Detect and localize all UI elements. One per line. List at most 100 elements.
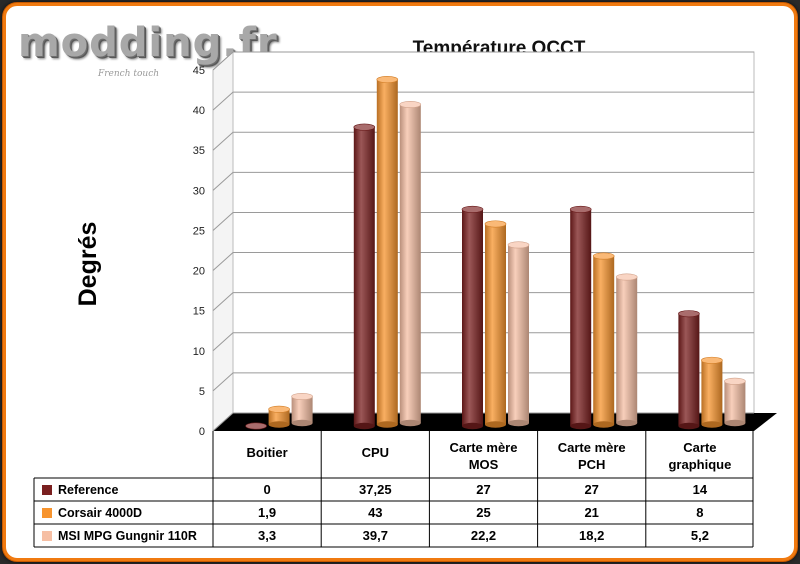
bar-top [484, 220, 507, 228]
bar-bottom [462, 422, 483, 430]
bars [245, 76, 746, 430]
bar-body [616, 276, 638, 423]
legend-entry: Reference [58, 483, 118, 497]
data-label: 27 [476, 482, 490, 497]
y-tick-label: 45 [193, 65, 205, 77]
data-label: 8 [696, 505, 703, 520]
legend-swatch [42, 508, 52, 518]
bar [245, 422, 267, 430]
data-label: 27 [584, 482, 598, 497]
bar [678, 310, 700, 430]
category-label: Carte mère PCH [558, 440, 626, 472]
chart-frame: modding.fr French touch Température OCCT… [3, 3, 797, 561]
data-table: Boitier CPU Carte mère MOS Carte mère PCH Cart… [33, 419, 754, 548]
y-tick-label: 20 [193, 266, 205, 278]
logo-tagline: French touch [98, 69, 160, 79]
bar [399, 101, 422, 427]
data-label: 22,2 [471, 528, 496, 543]
y-tick-label: 35 [193, 145, 205, 157]
bar-body [268, 409, 290, 425]
y-tick-label: 25 [193, 225, 205, 237]
bar-bottom [399, 419, 421, 427]
bar-bottom [353, 422, 375, 430]
bar-top [701, 356, 723, 364]
bar-top [399, 101, 422, 109]
y-tick-labels: 0 5 10 15 20 25 30 35 40 45 [193, 65, 205, 438]
bar-body [701, 360, 723, 425]
bar-body [462, 209, 483, 426]
legend-swatch [42, 485, 52, 495]
bar [291, 393, 313, 427]
bar-top [592, 252, 615, 260]
bar-top [615, 273, 638, 281]
data-label: 14 [693, 482, 708, 497]
category-label: Carte mère MOS [450, 440, 518, 472]
bar-bottom [616, 419, 638, 427]
gridline [212, 51, 754, 71]
bar-top [724, 377, 746, 385]
data-label: 1,9 [258, 505, 276, 520]
bar-bottom [724, 419, 746, 427]
bar-body [485, 223, 506, 425]
bar [268, 405, 290, 428]
data-label: 43 [368, 505, 382, 520]
bar-body [724, 381, 746, 423]
gridline [212, 91, 754, 111]
side-wall [212, 50, 234, 433]
bar-bottom [485, 421, 506, 428]
y-tick-label: 40 [193, 105, 205, 117]
bar-bottom [268, 421, 290, 428]
data-label: 21 [584, 505, 598, 520]
bar [592, 252, 615, 428]
bar-body [570, 209, 592, 426]
bar-top [268, 405, 290, 413]
bar-body [376, 79, 398, 425]
bar [701, 356, 723, 428]
gridline [212, 171, 754, 191]
bar-body [593, 256, 615, 425]
bar-bottom [678, 422, 700, 430]
bar-bottom [508, 419, 529, 427]
bar-top [461, 205, 484, 213]
bar-top [507, 241, 530, 249]
legend-swatch [42, 531, 52, 541]
bar-body [678, 313, 700, 426]
data-label: 0 [263, 482, 270, 497]
data-label: 37,25 [359, 482, 392, 497]
bar-top [678, 310, 700, 318]
bar-body [291, 396, 313, 423]
bar-bottom [291, 419, 313, 427]
bar-top [291, 393, 313, 401]
bar [353, 123, 376, 430]
bar-body [399, 104, 421, 424]
bar-chart: Température OCCT Degrés 0510152025303540… [33, 38, 777, 548]
category-label: Carte graphique [668, 440, 731, 472]
legend-entry: MSI MPG Gungnir 110R [58, 529, 197, 543]
y-tick-label: 0 [199, 426, 205, 438]
category-label: Boitier [247, 445, 288, 460]
bar [615, 273, 638, 427]
y-tick-label: 30 [193, 185, 205, 197]
legend-entry: Corsair 4000D [58, 506, 142, 520]
data-label: 39,7 [363, 528, 388, 543]
bar-body [508, 244, 529, 423]
bar-bottom [701, 421, 723, 428]
y-tick-label: 15 [193, 306, 205, 318]
bar-top [569, 205, 592, 213]
data-label: 25 [476, 505, 490, 520]
bar-bottom [570, 422, 592, 430]
bar-body [353, 127, 375, 426]
bar-top [376, 76, 399, 84]
y-axis-label: Degrés [74, 222, 102, 307]
y-tick-label: 5 [199, 386, 205, 398]
y-tick-label: 10 [193, 346, 205, 358]
bar-bottom [376, 421, 398, 428]
data-label: 18,2 [579, 528, 604, 543]
bar [724, 377, 746, 427]
data-label: 5,2 [691, 528, 709, 543]
bar [507, 241, 530, 427]
bar-top [245, 422, 267, 430]
data-label: 3,3 [258, 528, 276, 543]
bar [461, 205, 484, 430]
bar [376, 76, 399, 428]
